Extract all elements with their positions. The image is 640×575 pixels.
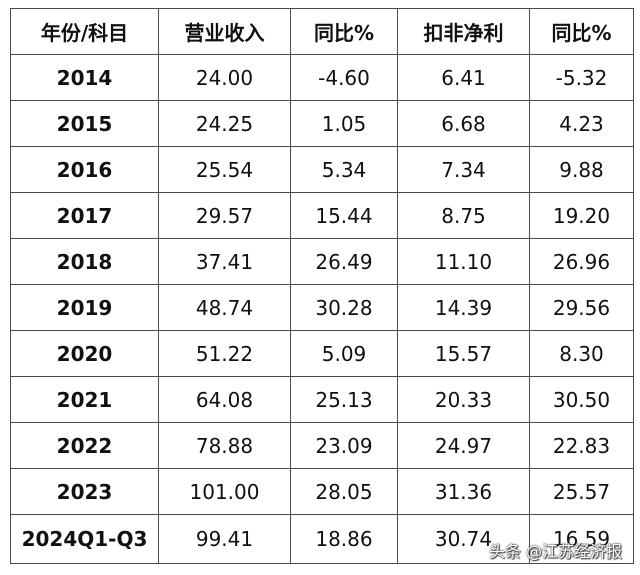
table-row: 2022 78.88 23.09 24.97 22.83 xyxy=(10,422,634,469)
cell-revenue-yoy: 23.09 xyxy=(290,422,398,469)
cell-revenue-yoy: 5.09 xyxy=(290,330,398,377)
cell-revenue: 78.88 xyxy=(158,422,291,469)
table-row: 2024Q1-Q3 99.41 18.86 30.74 16.59 xyxy=(10,514,634,564)
cell-year: 2017 xyxy=(10,192,159,239)
cell-net-profit: 6.68 xyxy=(397,100,530,147)
header-revenue-yoy: 同比% xyxy=(290,8,398,55)
table-row: 2014 24.00 -4.60 6.41 -5.32 xyxy=(10,54,634,101)
cell-profit-yoy: -5.32 xyxy=(529,54,634,101)
cell-net-profit: 11.10 xyxy=(397,238,530,285)
cell-revenue: 24.25 xyxy=(158,100,291,147)
cell-profit-yoy: 29.56 xyxy=(529,284,634,331)
cell-revenue: 51.22 xyxy=(158,330,291,377)
cell-net-profit: 20.33 xyxy=(397,376,530,423)
cell-revenue: 101.00 xyxy=(158,468,291,515)
cell-profit-yoy: 8.30 xyxy=(529,330,634,377)
cell-profit-yoy: 19.20 xyxy=(529,192,634,239)
financial-data-table: 年份/科目 营业收入 同比% 扣非净利 同比% 2014 24.00 -4.60… xyxy=(10,8,634,564)
cell-net-profit: 15.57 xyxy=(397,330,530,377)
cell-year: 2022 xyxy=(10,422,159,469)
cell-revenue-yoy: 18.86 xyxy=(290,514,398,564)
cell-revenue-yoy: 25.13 xyxy=(290,376,398,423)
cell-profit-yoy: 16.59 xyxy=(529,514,634,564)
cell-profit-yoy: 4.23 xyxy=(529,100,634,147)
table-row: 2019 48.74 30.28 14.39 29.56 xyxy=(10,284,634,331)
header-profit-yoy: 同比% xyxy=(529,8,634,55)
table-row: 2017 29.57 15.44 8.75 19.20 xyxy=(10,192,634,239)
source-watermark: 头条 @江苏经济报 xyxy=(489,542,623,561)
header-net-profit: 扣非净利 xyxy=(397,8,530,55)
cell-net-profit: 14.39 xyxy=(397,284,530,331)
table-row: 2016 25.54 5.34 7.34 9.88 xyxy=(10,146,634,193)
cell-revenue: 29.57 xyxy=(158,192,291,239)
cell-revenue-yoy: 1.05 xyxy=(290,100,398,147)
cell-net-profit: 7.34 xyxy=(397,146,530,193)
header-revenue: 营业收入 xyxy=(158,8,291,55)
cell-year: 2023 xyxy=(10,468,159,515)
cell-year: 2015 xyxy=(10,100,159,147)
cell-net-profit: 31.36 xyxy=(397,468,530,515)
cell-net-profit: 8.75 xyxy=(397,192,530,239)
cell-year: 2014 xyxy=(10,54,159,101)
cell-revenue-yoy: 26.49 xyxy=(290,238,398,285)
cell-profit-yoy: 30.50 xyxy=(529,376,634,423)
cell-revenue-yoy: 15.44 xyxy=(290,192,398,239)
cell-profit-yoy: 9.88 xyxy=(529,146,634,193)
cell-year: 2024Q1-Q3 xyxy=(10,514,159,564)
cell-net-profit: 30.74 xyxy=(397,514,530,564)
cell-revenue-yoy: 28.05 xyxy=(290,468,398,515)
table-row: 2023 101.00 28.05 31.36 25.57 xyxy=(10,468,634,515)
cell-year: 2021 xyxy=(10,376,159,423)
cell-revenue-yoy: 30.28 xyxy=(290,284,398,331)
cell-profit-yoy: 22.83 xyxy=(529,422,634,469)
cell-profit-yoy: 25.57 xyxy=(529,468,634,515)
cell-year: 2016 xyxy=(10,146,159,193)
table-row: 2021 64.08 25.13 20.33 30.50 xyxy=(10,376,634,423)
cell-revenue: 25.54 xyxy=(158,146,291,193)
cell-revenue: 37.41 xyxy=(158,238,291,285)
table-row: 2020 51.22 5.09 15.57 8.30 xyxy=(10,330,634,377)
cell-year: 2019 xyxy=(10,284,159,331)
table-row: 2018 37.41 26.49 11.10 26.96 xyxy=(10,238,634,285)
cell-revenue: 24.00 xyxy=(158,54,291,101)
cell-net-profit: 6.41 xyxy=(397,54,530,101)
cell-revenue-yoy: 5.34 xyxy=(290,146,398,193)
header-year-subject: 年份/科目 xyxy=(10,8,159,55)
cell-revenue: 99.41 xyxy=(158,514,291,564)
cell-revenue: 64.08 xyxy=(158,376,291,423)
cell-revenue-yoy: -4.60 xyxy=(290,54,398,101)
cell-profit-yoy: 26.96 xyxy=(529,238,634,285)
cell-revenue: 48.74 xyxy=(158,284,291,331)
table-header-row: 年份/科目 营业收入 同比% 扣非净利 同比% xyxy=(10,8,634,55)
cell-year: 2020 xyxy=(10,330,159,377)
table-row: 2015 24.25 1.05 6.68 4.23 xyxy=(10,100,634,147)
cell-net-profit: 24.97 xyxy=(397,422,530,469)
cell-year: 2018 xyxy=(10,238,159,285)
